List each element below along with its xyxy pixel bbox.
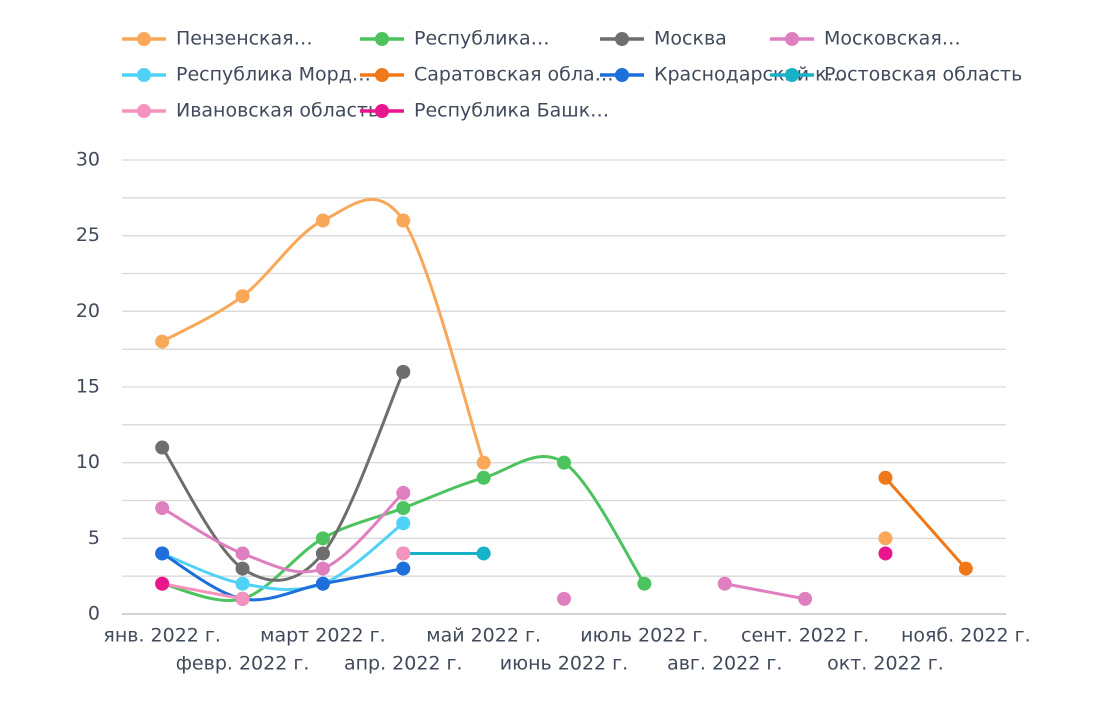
x-tick-label: авг. 2022 г. <box>667 653 782 675</box>
legend-label: Республика… <box>414 28 550 50</box>
series-line <box>160 491 807 601</box>
series-line <box>160 551 405 602</box>
data-point <box>235 576 250 591</box>
y-tick-label: 15 <box>76 376 100 398</box>
data-point <box>476 455 491 470</box>
legend-label: Республика Башк… <box>414 100 609 122</box>
legend-marker <box>375 104 389 118</box>
x-tick-label: нояб. 2022 г. <box>901 625 1031 647</box>
x-tick-label: апр. 2022 г. <box>344 653 463 675</box>
y-tick-label: 0 <box>88 603 100 625</box>
x-tick-label: май 2022 г. <box>426 625 541 647</box>
data-point <box>235 546 250 561</box>
y-tick-label: 10 <box>76 451 100 473</box>
series-line <box>162 199 885 538</box>
data-point <box>315 561 330 576</box>
data-point <box>396 561 411 576</box>
data-point <box>235 289 250 304</box>
data-point <box>235 591 250 606</box>
legend-marker <box>375 68 389 82</box>
data-point <box>396 485 411 500</box>
legend-marker <box>137 104 151 118</box>
legend-marker <box>785 32 799 46</box>
legend-marker <box>615 68 629 82</box>
legend-marker <box>137 32 151 46</box>
legend-marker <box>615 32 629 46</box>
legend-label: Ростовская область <box>824 64 1022 86</box>
series-line <box>160 370 405 582</box>
data-point <box>315 576 330 591</box>
data-point <box>155 501 170 516</box>
data-point <box>155 334 170 349</box>
data-point <box>878 470 893 485</box>
legend-marker <box>137 68 151 82</box>
x-tick-label: янв. 2022 г. <box>103 625 221 647</box>
legend-label: Пензенская… <box>176 28 313 50</box>
data-point <box>155 546 170 561</box>
data-point <box>396 213 411 228</box>
data-point <box>557 591 571 606</box>
legend-marker <box>375 32 389 46</box>
data-point <box>878 531 893 546</box>
legend-label: Саратовская обла… <box>414 64 614 86</box>
x-tick-label: сент. 2022 г. <box>741 625 869 647</box>
data-point <box>476 470 491 485</box>
data-point <box>396 501 411 516</box>
data-point <box>315 546 330 561</box>
data-point <box>235 561 250 576</box>
series-line <box>160 521 405 592</box>
series-line <box>883 476 968 571</box>
x-tick-label: февр. 2022 г. <box>176 653 310 675</box>
data-point <box>476 546 491 561</box>
legend-label: Республика Морд… <box>176 64 371 86</box>
legend-label: Краснодарский к… <box>654 64 846 86</box>
legend-label: Ивановская область <box>176 100 379 122</box>
x-tick-label: июнь 2022 г. <box>500 653 628 675</box>
data-point <box>396 516 411 531</box>
data-point <box>878 546 893 561</box>
data-point <box>155 576 170 591</box>
y-tick-label: 5 <box>88 527 100 549</box>
x-tick-label: март 2022 г. <box>260 625 386 647</box>
data-point <box>637 576 652 591</box>
data-point <box>315 213 330 228</box>
y-tick-label: 20 <box>76 300 100 322</box>
legend-marker <box>785 68 799 82</box>
data-point <box>798 591 813 606</box>
data-point <box>557 455 571 470</box>
x-tick-label: окт. 2022 г. <box>827 653 944 675</box>
data-point <box>396 364 411 379</box>
legend-label: Москва <box>654 28 727 50</box>
x-tick-label: июль 2022 г. <box>580 625 708 647</box>
data-point <box>958 561 973 576</box>
y-tick-label: 30 <box>76 149 100 171</box>
data-point <box>396 546 411 561</box>
y-tick-label: 25 <box>76 224 100 246</box>
data-point <box>315 531 330 546</box>
data-point <box>717 576 732 591</box>
legend-label: Московская… <box>824 28 961 50</box>
data-point <box>155 440 170 455</box>
